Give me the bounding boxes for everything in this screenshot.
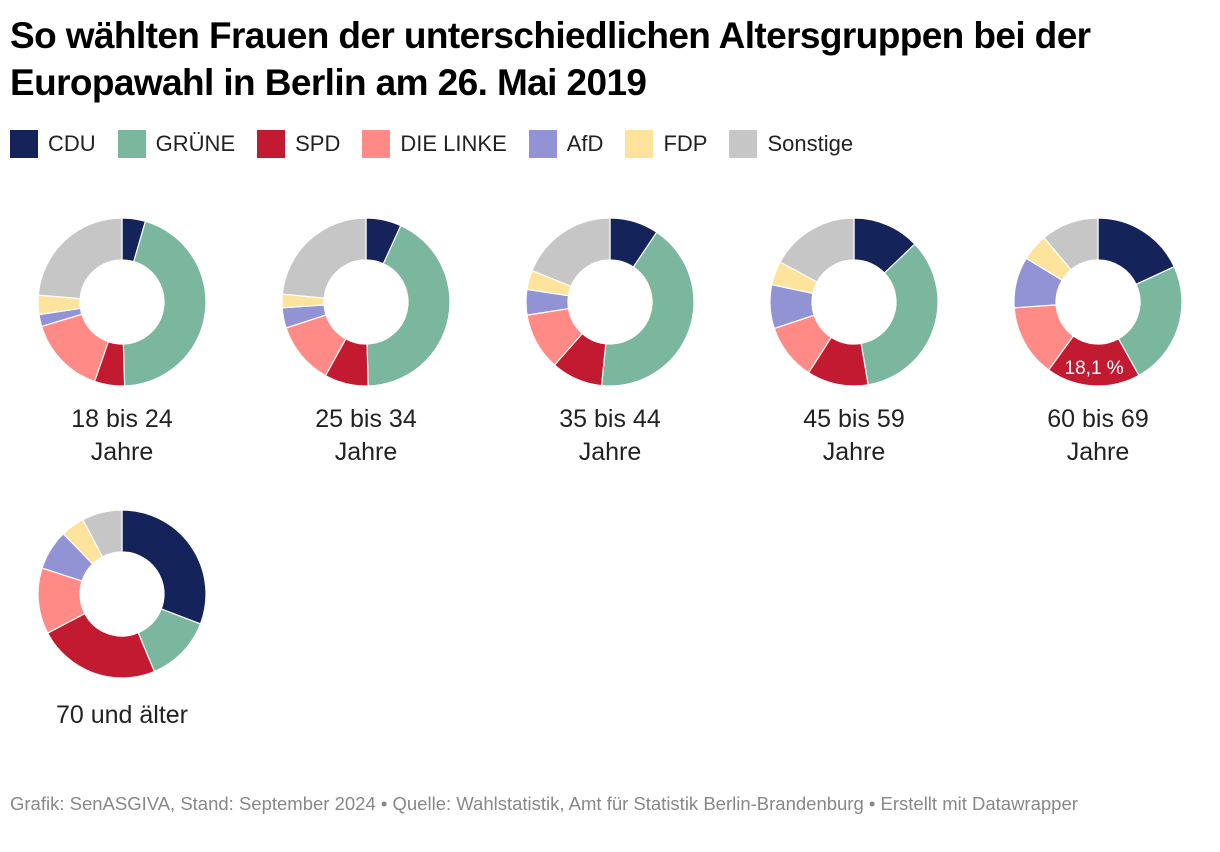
donut-label-line1: 35 bis 44 [559, 405, 661, 433]
donut-label-line1: 18 bis 24 [71, 405, 173, 433]
legend-item-fdp: FDP [625, 130, 707, 158]
donut-grid: 18 bis 24 Jahre 25 bis 34 Jahre 35 bis 4… [0, 217, 1220, 732]
donut-chart-35-44: 35 bis 44 Jahre [488, 217, 732, 469]
donut-svg [281, 217, 451, 387]
donut-label-line2: Jahre [578, 438, 642, 466]
donut-label-line1: 60 bis 69 [1047, 405, 1149, 433]
donut-slice-gr-ne [1117, 265, 1183, 377]
legend-swatch [362, 130, 391, 158]
donut-chart-25-34: 25 bis 34 Jahre [244, 217, 488, 469]
donut-chart-18-24: 18 bis 24 Jahre [0, 217, 244, 469]
legend-label: FDP [663, 131, 708, 156]
donut-svg [37, 509, 207, 679]
donut-svg: 18,1 % [1013, 217, 1183, 387]
legend-item-sonstige: Sonstige [729, 130, 853, 158]
donut-label: 25 bis 34 Jahre [244, 403, 488, 469]
donut-label: 18 bis 24 Jahre [0, 403, 244, 469]
donut-slice-gr-ne [122, 220, 207, 387]
chart-title: So wählten Frauen der unterschiedlichen … [10, 15, 1091, 103]
legend-swatch [117, 130, 146, 158]
slice-value-label: 18,1 % [1065, 358, 1124, 379]
donut-svg [525, 217, 695, 387]
donut-slice-gr-ne [366, 224, 451, 387]
donut-label-line1: 45 bis 59 [803, 405, 905, 433]
legend-item-afd: AfD [528, 130, 604, 158]
donut-slice-gr-ne [600, 231, 695, 387]
legend-swatch [528, 130, 557, 158]
legend-item-gruene: GRÜNE [117, 130, 236, 158]
legend-label: SPD [295, 131, 341, 156]
legend-swatch [10, 130, 38, 158]
donut-label-line2: Jahre [1066, 438, 1130, 466]
donut-slice-sonstige [531, 217, 611, 288]
legend-item-spd: SPD [257, 130, 340, 158]
donut-slice-sonstige [281, 217, 367, 299]
legend-label: DIE LINKE [400, 131, 507, 156]
donut-chart-70-plus: 70 und älter [0, 509, 244, 732]
donut-slice-gr-ne [860, 243, 939, 386]
donut-label: 60 bis 69 Jahre [976, 403, 1220, 469]
legend-swatch [625, 130, 654, 158]
donut-chart-45-59: 45 bis 59 Jahre [732, 217, 976, 469]
donut-label-line1: 70 und älter [55, 701, 189, 729]
donut-label: 35 bis 44 Jahre [488, 403, 732, 469]
donut-label-line2: Jahre [334, 438, 398, 466]
legend-label: GRÜNE [155, 131, 236, 156]
donut-label-line1: 25 bis 34 [315, 405, 417, 433]
donut-slice-sonstige [1043, 217, 1099, 271]
donut-slice-sonstige [779, 217, 855, 283]
donut-svg [769, 217, 939, 387]
donut-slice-sonstige [82, 509, 123, 558]
donut-label-line2: Jahre [822, 438, 886, 466]
legend-label: AfD [566, 131, 604, 156]
legend-label: CDU [48, 131, 96, 156]
legend-label: Sonstige [767, 131, 854, 156]
donut-chart-60-69: 18,1 % 60 bis 69 Jahre [976, 217, 1220, 469]
donut-label-line2: Jahre [90, 438, 154, 466]
donut-label: 45 bis 59 Jahre [732, 403, 976, 469]
legend-swatch [257, 130, 286, 158]
donut-label: 70 und älter [0, 699, 244, 732]
donut-slice-sonstige [37, 217, 123, 300]
donut-slice-cdu [121, 509, 207, 625]
legend-item-linke: DIE LINKE [362, 130, 507, 158]
donut-slice-spd [46, 612, 156, 679]
legend-swatch [729, 130, 758, 158]
legend: CDU GRÜNE SPD DIE LINKE AfD FDP Sonstige [10, 130, 875, 158]
footer-source: Grafik: SenASGIVA, Stand: September 2024… [10, 793, 1078, 814]
donut-slice-die-linke [40, 313, 110, 383]
donut-svg [37, 217, 207, 387]
legend-item-cdu: CDU [10, 130, 96, 158]
